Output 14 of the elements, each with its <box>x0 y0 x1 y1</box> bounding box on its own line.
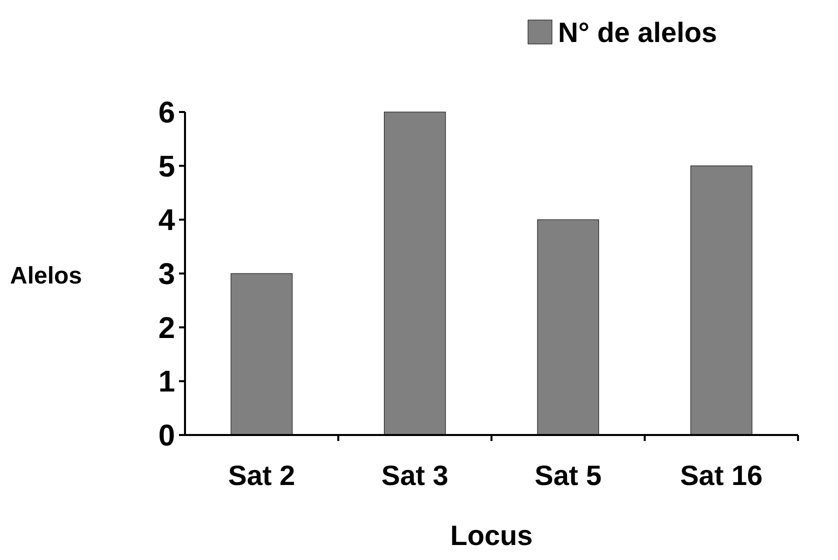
legend-label: N° de alelos <box>558 16 718 48</box>
y-tick-label: 5 <box>158 150 175 184</box>
y-tick-label: 1 <box>158 366 175 399</box>
x-axis-title: Locus <box>450 520 533 551</box>
y-tick-label: 3 <box>158 258 175 291</box>
x-tick-label: Sat 3 <box>381 460 448 491</box>
y-tick-label: 6 <box>158 96 175 130</box>
y-axis-title: Alelos <box>10 262 82 290</box>
x-tick-label: Sat 16 <box>680 460 763 491</box>
y-tick-label: 0 <box>158 420 175 452</box>
y-tick-label: 2 <box>158 312 175 345</box>
x-tick-label: Sat 2 <box>228 460 296 491</box>
y-tick-label: 4 <box>158 204 176 238</box>
x-tick-label: Sat 5 <box>534 460 602 491</box>
